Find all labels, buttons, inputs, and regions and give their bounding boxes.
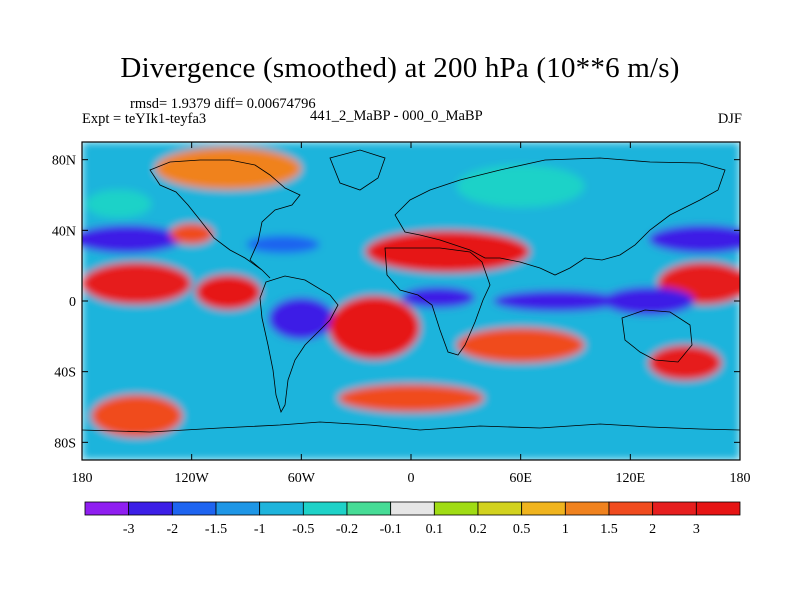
- experiment-difference-label: 441_2_MaBP - 000_0_MaBP: [310, 108, 483, 124]
- field-region-21: [648, 345, 722, 381]
- stats-text: rmsd= 1.9379 diff= 0.00674796: [130, 96, 316, 112]
- colorbar-swatch-11: [564, 501, 610, 516]
- coastline-africa: [384, 247, 491, 356]
- x-tick-label-3: 0: [408, 471, 415, 486]
- coastline-north-america: [149, 159, 301, 279]
- experiment-text: Expt = teYIk1-teyfa3: [82, 111, 207, 127]
- field-region-16: [337, 384, 485, 413]
- x-tick-label-0: 180: [72, 471, 93, 486]
- colorbar-label-6: -0.1: [380, 522, 402, 537]
- coastline-south-america: [259, 275, 339, 414]
- colorbar-swatch-13: [652, 501, 697, 516]
- y-tick-label-0: 80N: [52, 154, 76, 169]
- chart-title: Divergence (smoothed) at 200 hPa (10**6 …: [120, 52, 680, 84]
- y-tick-label-3: 40S: [54, 366, 76, 381]
- colorbar-swatch-4: [259, 501, 304, 516]
- colorbar-label-11: 1.5: [600, 522, 618, 537]
- field-region-2: [169, 223, 214, 245]
- colorbar-label-3: -1: [254, 522, 266, 537]
- field-region-5: [82, 262, 192, 305]
- field-region-4: [85, 189, 152, 218]
- divergence-field: [82, 142, 740, 460]
- colorbar-label-13: 3: [693, 522, 700, 537]
- colorbar-swatch-3: [215, 501, 261, 516]
- field-region-15: [127, 345, 256, 381]
- colorbar-label-0: -3: [123, 522, 135, 537]
- field-region-1: [648, 225, 740, 254]
- x-tick-label-6: 180: [730, 471, 751, 486]
- colorbar-label-10: 1: [562, 522, 569, 537]
- field-region-11: [365, 230, 530, 273]
- field-region-14: [456, 327, 585, 363]
- field-region-8: [268, 297, 335, 340]
- y-tick-label-2: 0: [69, 295, 76, 310]
- colorbar-label-9: 0.5: [513, 522, 531, 537]
- field-region-13: [602, 286, 695, 316]
- colorbar-swatch-1: [128, 501, 173, 516]
- map-axes: 180 120W 60W 0 60E 120E 180 80N 40N 0 40S 80S: [52, 142, 751, 486]
- field-region-17: [584, 380, 713, 416]
- colorbar-swatch-8: [433, 501, 479, 516]
- coastline-antarctica: [82, 421, 740, 433]
- colorbar-label-7: 0.1: [426, 522, 444, 537]
- colorbar-label-1: -2: [166, 522, 178, 537]
- field-region-7: [195, 274, 262, 310]
- colorbar-swatch-10: [521, 501, 566, 516]
- x-tick-label-4: 60E: [509, 471, 532, 486]
- field-region-20: [456, 164, 585, 208]
- field-region-22: [337, 177, 412, 213]
- coastline-australia: [621, 309, 693, 363]
- colorbar: -3 -2 -1.5 -1 -0.5 -0.2 -0.1 0.1 0.2 0.5 1 1.5 2 3: [84, 501, 741, 537]
- colorbar-swatch-7: [390, 501, 435, 516]
- field-region-10: [401, 286, 475, 309]
- colorbar-swatch-0: [84, 501, 130, 516]
- x-tick-label-1: 120W: [175, 471, 210, 486]
- coastlines: [82, 149, 740, 433]
- x-tick-label-5: 120E: [616, 471, 646, 486]
- colorbar-label-8: 0.2: [469, 522, 487, 537]
- colorbar-swatch-14: [695, 501, 741, 516]
- coastline-eurasia: [394, 157, 726, 276]
- coastline-greenland: [329, 149, 386, 191]
- field-region-9: [328, 295, 421, 360]
- colorbar-label-4: -0.5: [292, 522, 314, 537]
- colorbar-label-2: -1.5: [205, 522, 227, 537]
- field-region-0: [82, 225, 183, 254]
- season-label: DJF: [717, 111, 742, 127]
- colorbar-swatch-2: [171, 501, 217, 516]
- colorbar-swatch-5: [302, 501, 348, 516]
- y-tick-label-4: 80S: [54, 436, 76, 451]
- colorbar-label-5: -0.2: [336, 522, 358, 537]
- field-region-19: [155, 147, 302, 190]
- y-tick-label-1: 40N: [52, 224, 76, 239]
- x-tick-label-2: 60W: [288, 471, 316, 486]
- colorbar-swatch-6: [346, 501, 392, 516]
- colorbar-label-12: 2: [649, 522, 656, 537]
- field-region-3: [246, 235, 320, 254]
- field-region-12: [493, 290, 622, 312]
- field-region-18: [91, 394, 183, 438]
- colorbar-swatch-12: [608, 501, 654, 516]
- colorbar-swatch-9: [477, 501, 523, 516]
